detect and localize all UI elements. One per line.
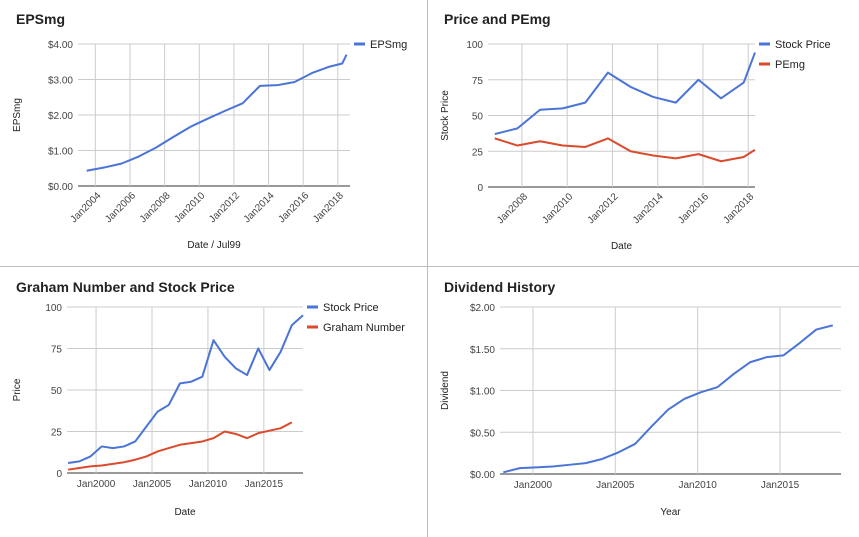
pe-series-line-1 (494, 137, 756, 163)
eps-y-tick-label: $0.00 (48, 182, 73, 193)
graham-y-tick-label: 50 (51, 386, 63, 397)
graham-legend-label: Stock Price (323, 302, 379, 314)
chart-panel-price-pe: Price and PEmg 0 25 50 75 100 Jan2008 Jan2010 Ja… (428, 0, 859, 266)
pe-y-tick-label: 25 (472, 147, 484, 158)
pe-legend-label: Stock Price (775, 39, 831, 51)
pe-y-tick-label: 0 (477, 183, 483, 194)
dividend-chart: Dividend History $0.00 $0.50 $1.00 $1.50 $2.0… (440, 279, 841, 518)
pe-y-tick-label: 50 (472, 112, 484, 123)
pe-y-tick-label: 100 (466, 40, 483, 51)
eps-x-tick-label: Jan2014 (242, 190, 277, 225)
eps-legend-label: EPSmg (370, 39, 407, 51)
dividend-y-tick-label: $1.50 (470, 345, 495, 356)
graham-y-tick-label: 100 (45, 303, 62, 314)
pe-x-tick-label: Jan2008 (495, 191, 530, 226)
dividend-x-axis-label: Year (660, 507, 681, 518)
graham-series-line-0 (67, 314, 304, 465)
eps-x-tick-label: Jan2018 (311, 190, 346, 225)
chart-panel-graham: Graham Number and Stock Price 0 25 50 75 100 J… (0, 267, 427, 537)
eps-x-tick-label: Jan2008 (138, 190, 173, 225)
dividend-x-tick-label: Jan2000 (514, 480, 553, 491)
graham-x-tick-label: Jan2000 (77, 479, 116, 490)
graham-y-tick-label: 0 (56, 469, 62, 480)
chart-panel-eps: EPSmg $0.00 $1.00 $2.00 $3.00 $4.00 Jan2004 Jan… (0, 0, 427, 266)
pe-x-tick-label: Jan2014 (631, 191, 666, 226)
eps-y-tick-label: $1.00 (48, 147, 73, 158)
eps-y-tick-label: $3.00 (48, 76, 73, 87)
eps-x-tick-label: Jan2004 (69, 190, 104, 225)
dividend-x-tick-label: Jan2005 (596, 480, 635, 491)
pe-x-tick-label: Jan2018 (721, 191, 756, 226)
pe-y-tick-label: 75 (472, 76, 484, 87)
graham-x-axis-label: Date (174, 507, 196, 518)
pe-x-tick-label: Jan2012 (586, 191, 621, 226)
graham-x-tick-label: Jan2015 (245, 479, 284, 490)
graham-x-tick-label: Jan2010 (189, 479, 228, 490)
graham-y-tick-label: 25 (51, 428, 63, 439)
dividend-y-axis-label: Dividend (440, 371, 451, 410)
dividend-y-tick-label: $0.50 (470, 428, 495, 439)
eps-y-tick-label: $2.00 (48, 111, 73, 122)
eps-x-tick-label: Jan2006 (103, 190, 138, 225)
dividend-y-tick-label: $2.00 (470, 303, 495, 314)
panel-divider-horizontal (0, 266, 859, 267)
eps-x-tick-label: Jan2010 (172, 190, 207, 225)
dividend-title: Dividend History (444, 279, 555, 295)
pe-legend-label: PEmg (775, 59, 805, 71)
pe-title: Price and PEmg (444, 11, 551, 27)
chart-panel-dividend: Dividend History $0.00 $0.50 $1.00 $1.50 $2.0… (428, 267, 859, 537)
pe-series-line-0 (494, 52, 756, 136)
panel-divider-vertical (427, 0, 428, 537)
graham-x-tick-label: Jan2005 (133, 479, 172, 490)
eps-x-tick-label: Jan2016 (276, 190, 311, 225)
graham-series-line-1 (67, 421, 293, 471)
dividend-x-tick-label: Jan2015 (761, 480, 800, 491)
graham-y-tick-label: 75 (51, 345, 63, 356)
eps-x-tick-label: Jan2012 (207, 190, 242, 225)
graham-y-axis-label: Price (12, 378, 23, 401)
eps-y-axis-label: EPSmg (12, 98, 23, 132)
graham-legend-label: Graham Number (323, 322, 405, 334)
graham-chart: Graham Number and Stock Price 0 25 50 75 100 J… (12, 279, 405, 518)
dividend-series-line-0 (503, 324, 834, 474)
dividend-x-tick-label: Jan2010 (678, 480, 717, 491)
price-pe-chart: Price and PEmg 0 25 50 75 100 Jan2008 Jan2010 Ja… (440, 11, 831, 252)
pe-x-tick-label: Jan2016 (676, 191, 711, 226)
dividend-y-tick-label: $1.00 (470, 387, 495, 398)
eps-series-line-0 (86, 54, 348, 172)
eps-title: EPSmg (16, 11, 65, 27)
eps-y-tick-label: $4.00 (48, 40, 73, 51)
pe-y-axis-label: Stock Price (440, 90, 451, 141)
eps-x-axis-label: Date / Jul99 (187, 240, 241, 251)
pe-x-axis-label: Date (611, 241, 633, 252)
graham-title: Graham Number and Stock Price (16, 279, 235, 295)
pe-x-tick-label: Jan2010 (540, 191, 575, 226)
dividend-y-tick-label: $0.00 (470, 470, 495, 481)
